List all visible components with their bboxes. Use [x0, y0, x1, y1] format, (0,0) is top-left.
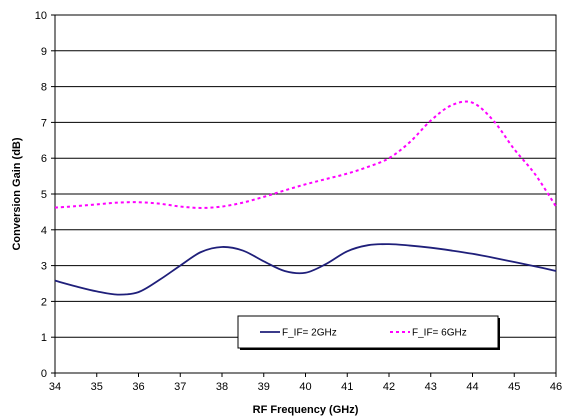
x-tick-label: 38 — [216, 381, 228, 393]
y-tick-label: 4 — [41, 225, 47, 237]
x-tick-label: 44 — [466, 381, 478, 393]
x-tick-label: 35 — [91, 381, 103, 393]
y-axis-title: Conversion Gain (dB) — [11, 137, 23, 250]
legend: F_IF= 2GHz F_IF= 6GHz — [237, 315, 500, 350]
legend-label-2: F_IF= 6GHz — [412, 328, 467, 339]
y-tick-label: 2 — [41, 296, 47, 308]
y-tick-label: 7 — [41, 117, 47, 129]
x-tick-label: 34 — [49, 381, 61, 393]
x-tick-label: 39 — [258, 381, 270, 393]
x-axis-title: RF Frequency (GHz) — [253, 404, 359, 416]
x-tick-label: 36 — [132, 381, 144, 393]
x-tick-label: 43 — [425, 381, 437, 393]
y-tick-label: 8 — [41, 82, 47, 94]
series-lines — [54, 100, 557, 296]
y-tick-label: 0 — [41, 368, 47, 380]
y-tick-label: 1 — [41, 332, 47, 344]
y-tick-label: 9 — [41, 46, 47, 58]
series-line-2 — [54, 100, 557, 209]
legend-box — [237, 315, 499, 349]
x-tick-label: 45 — [508, 381, 520, 393]
x-tick-label: 40 — [299, 381, 311, 393]
x-tick-label: 42 — [383, 381, 395, 393]
y-tick-label: 5 — [41, 189, 47, 201]
x-tick-label: 37 — [174, 381, 186, 393]
x-tick-label: 41 — [341, 381, 353, 393]
y-tick-label: 10 — [35, 10, 47, 22]
legend-label-1: F_IF= 2GHz — [282, 328, 337, 339]
y-tick-label: 3 — [41, 261, 47, 273]
x-tick-label: 46 — [550, 381, 562, 393]
series-line-1 — [54, 243, 557, 296]
y-tick-label: 6 — [41, 153, 47, 165]
gridlines — [55, 50, 556, 338]
